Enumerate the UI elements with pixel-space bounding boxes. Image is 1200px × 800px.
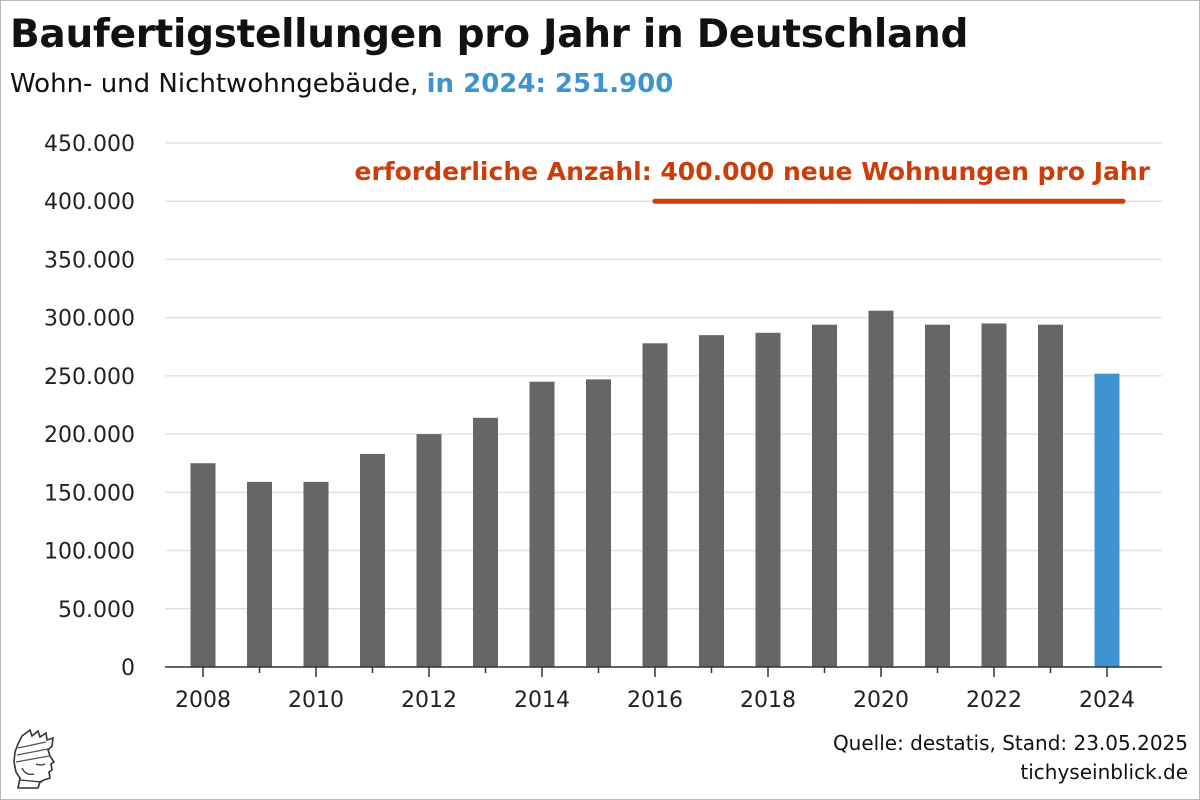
x-tick-label: 2020 [853,688,909,713]
bar [1038,324,1063,667]
bar [699,335,724,667]
bar [190,463,216,667]
site-credit: tichyseinblick.de [1020,760,1188,784]
subtitle-highlight: in 2024: 251.900 [426,69,674,99]
y-tick-label: 250.000 [44,365,135,390]
y-tick-label: 100.000 [44,540,135,565]
subtitle-prefix: Wohn- und Nichtwohngebäude, [10,69,419,99]
bar [247,481,272,667]
bar [981,323,1007,667]
x-tick-label: 2024 [1079,688,1135,713]
x-tick-label: 2010 [288,688,344,713]
y-tick-label: 300.000 [44,307,135,332]
x-tick-label: 2014 [514,688,570,713]
axes: 0 50.000 100.000 150.000 200.000 250.000 300.0… [44,132,1162,713]
y-tick-label: 400.000 [44,190,135,215]
bar [755,332,781,667]
source-note: Quelle: destatis, Stand: 23.05.2025 [832,731,1188,755]
bar [812,324,837,667]
x-tick-label: 2012 [401,688,457,713]
bar [925,324,950,667]
chart-title: Baufertigstellungen pro Jahr in Deutschl… [10,12,969,57]
x-tick-label: 2016 [627,688,683,713]
bar [868,310,894,667]
bar [416,434,442,667]
y-tick-label: 350.000 [44,248,135,273]
bar [529,381,555,667]
y-tick-label: 150.000 [44,481,135,506]
x-tick-label: 2008 [175,688,231,713]
target-annotation: erforderliche Anzahl: 400.000 neue Wohnu… [355,157,1151,186]
bar [303,481,329,667]
bars [190,310,1120,667]
bar [642,343,668,667]
bar [360,453,385,667]
bar [586,379,611,667]
y-tick-label: 50.000 [58,598,135,623]
y-tick-label: 450.000 [44,132,135,157]
x-tick-label: 2018 [740,688,796,713]
y-tick-label: 200.000 [44,423,135,448]
bar [473,417,498,667]
reference-annotation: erforderliche Anzahl: 400.000 neue Wohnu… [355,157,1151,204]
y-tick-label: 0 [121,656,135,681]
profile-head-logo-icon [13,728,56,789]
x-tick-label: 2022 [966,688,1022,713]
chart-subtitle: Wohn- und Nichtwohngebäude, in 2024: 251… [10,69,673,99]
bar-highlight [1094,373,1120,667]
